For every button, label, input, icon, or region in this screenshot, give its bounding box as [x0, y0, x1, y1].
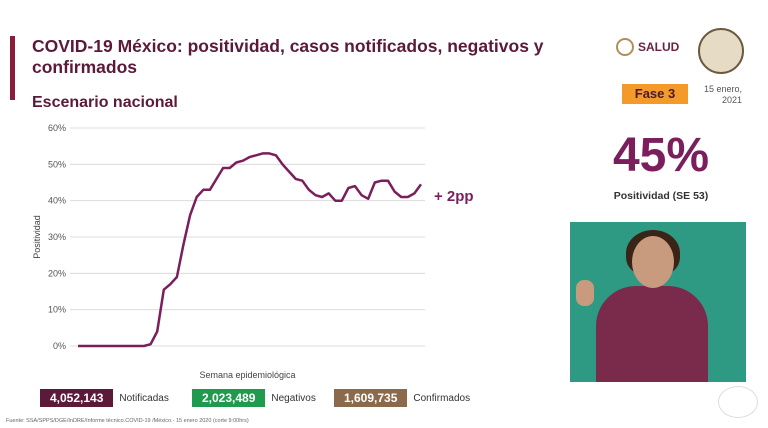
notified-value: 4,052,143: [40, 389, 114, 407]
report-date-line2: 2021: [721, 95, 742, 105]
change-annotation: + 2pp: [434, 188, 474, 205]
page-subtitle: Escenario nacional: [32, 94, 178, 111]
salud-logo: SALUD: [616, 38, 679, 56]
y-tick-label: 10%: [48, 305, 66, 315]
y-tick-label: 30%: [48, 232, 66, 242]
interpreter-body: [596, 286, 708, 382]
y-tick-label: 20%: [48, 268, 66, 278]
mexico-logo-icon: [718, 386, 758, 418]
negative-label: Negativos: [271, 392, 316, 404]
seal-icon: [616, 38, 634, 56]
negative-value: 2,023,489: [192, 389, 266, 407]
notified-badge-row: 4,052,143 Notificadas: [40, 389, 169, 407]
y-tick-label: 40%: [48, 196, 66, 206]
sign-language-video: [570, 222, 746, 382]
report-date: 15 enero, 2021: [696, 84, 742, 106]
fase-badge: Fase 3: [622, 84, 688, 104]
y-tick-label: 50%: [48, 159, 66, 169]
confirmed-badge-row: 1,609,735 Confirmados: [334, 389, 470, 407]
interpreter-head: [632, 236, 674, 288]
y-tick-label: 60%: [48, 123, 66, 133]
salud-label: SALUD: [638, 40, 680, 54]
positivity-label: Positividad (SE 53): [613, 190, 709, 202]
y-tick-label: 0%: [53, 341, 66, 351]
notified-label: Notificadas: [119, 392, 169, 404]
interpreter-hand: [576, 280, 594, 306]
page-title: COVID-19 México: positividad, casos noti…: [32, 36, 544, 77]
negative-badge-row: 2,023,489 Negativos: [192, 389, 316, 407]
positivity-line: [78, 152, 423, 348]
report-date-line1: 15 enero,: [703, 84, 742, 94]
title-accent-bar: [10, 36, 15, 100]
confirmed-value: 1,609,735: [334, 389, 408, 407]
confirmed-label: Confirmados: [413, 392, 471, 404]
year-emblem-icon: [698, 28, 744, 74]
positivity-value: 45%: [612, 129, 710, 182]
x-axis-label: Semana epidemiológica: [199, 370, 295, 380]
source-note: Fuente: SSA/SPPS/DGE/InDRE/Informe técni…: [6, 418, 249, 424]
y-axis-label: Positividad: [32, 215, 42, 259]
